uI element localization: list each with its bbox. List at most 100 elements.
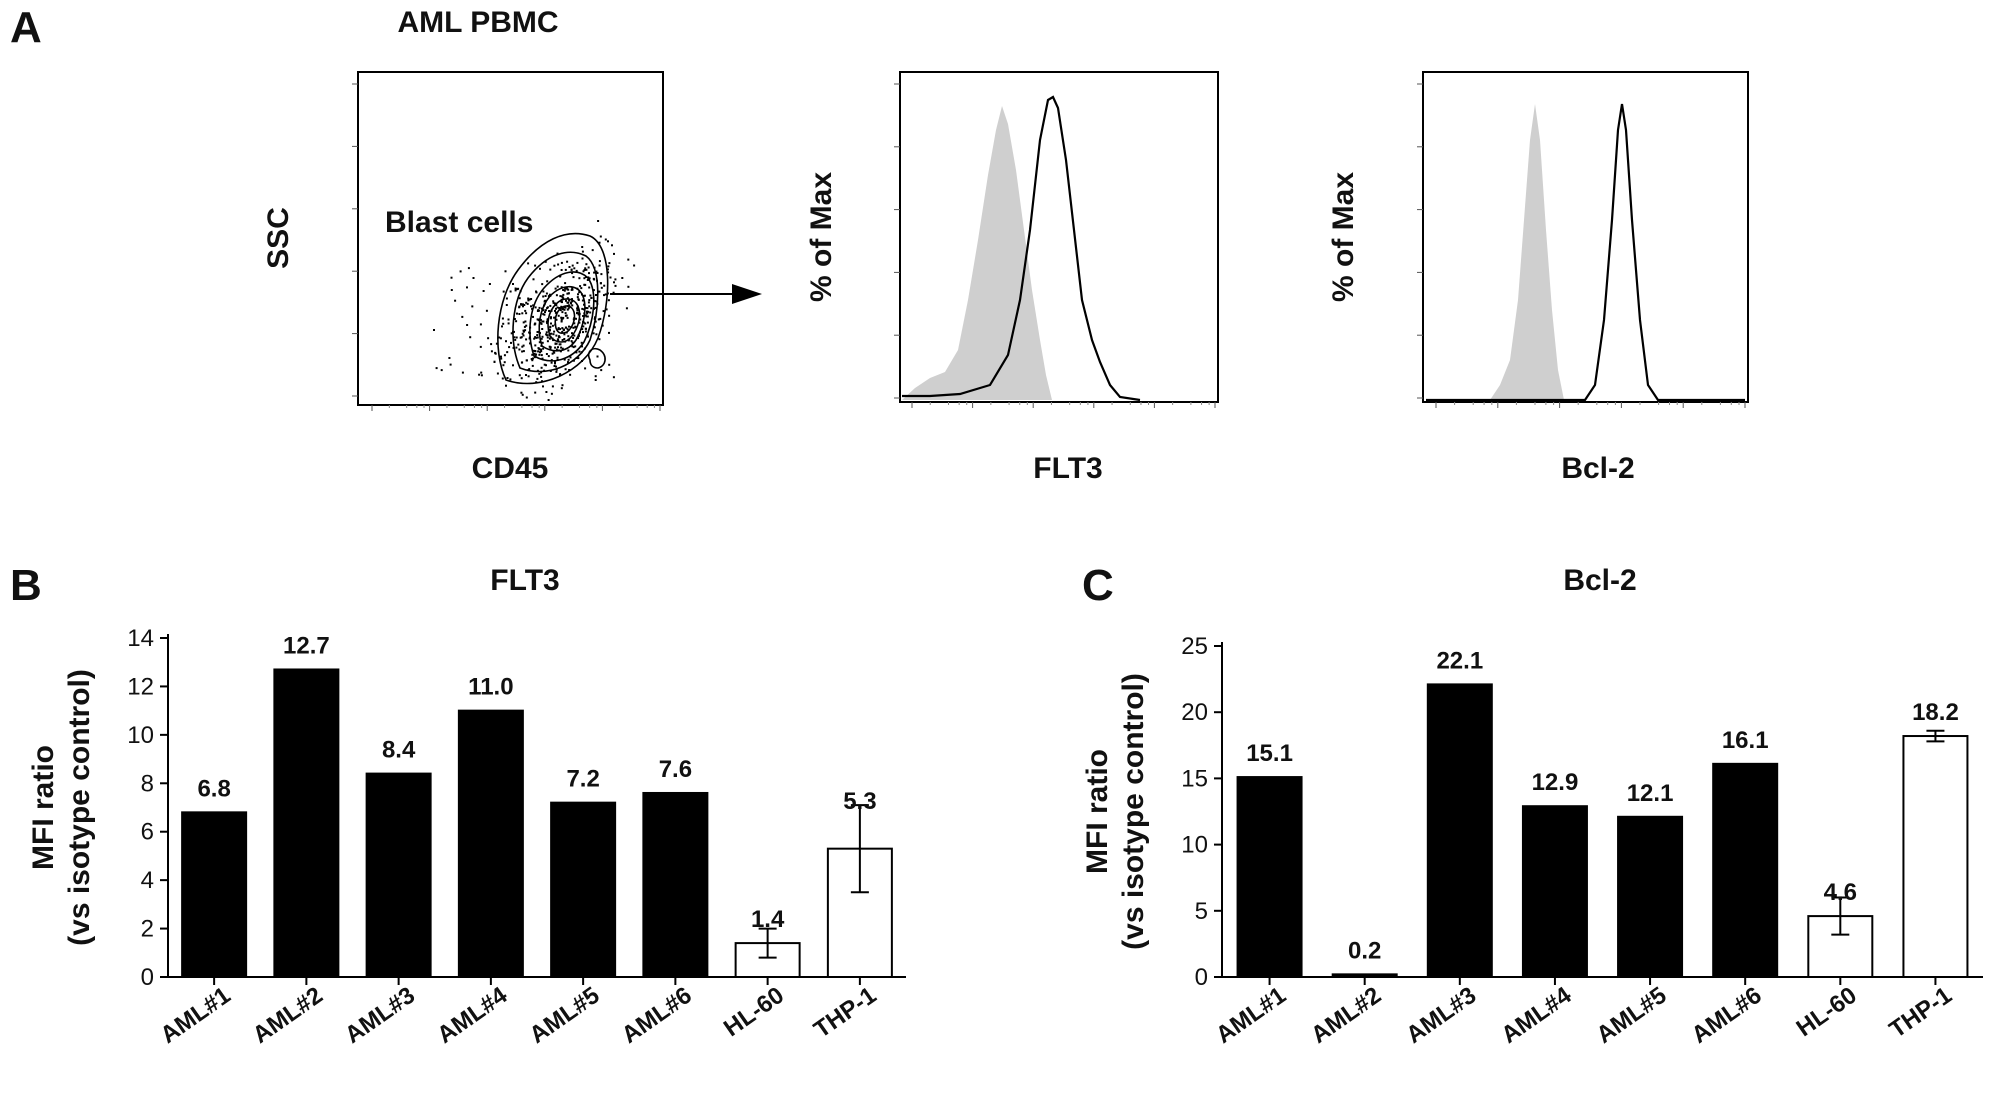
- scatter-dot: [518, 374, 521, 377]
- scatter-dot: [560, 346, 563, 349]
- scatter-dot: [603, 284, 606, 287]
- flt3-antibody-line: [902, 95, 1141, 402]
- scatter-dot: [578, 277, 581, 280]
- scatter-dot: [571, 345, 574, 348]
- scatter-dot: [584, 267, 587, 270]
- scatter-dot: [561, 331, 564, 333]
- scatter-dot: [521, 393, 524, 396]
- scatter-dot: [514, 287, 517, 290]
- scatter-dot: [554, 302, 556, 305]
- scatter-dot: [545, 331, 548, 334]
- scatter-dot: [568, 299, 571, 302]
- scatter-dot: [541, 283, 544, 286]
- scatter-dot: [524, 320, 527, 323]
- scatter-dot: [551, 352, 554, 355]
- scatter-dot: [576, 312, 579, 315]
- scatter-dot: [543, 313, 546, 316]
- scatter-dot: [627, 285, 630, 288]
- scatter-dot: [516, 312, 518, 315]
- scatter-dot: [539, 351, 541, 354]
- scatter-dot: [572, 276, 575, 279]
- scatter-dot: [522, 321, 525, 324]
- scatter-dot: [478, 373, 481, 376]
- scatter-dot: [560, 269, 563, 271]
- scatter-dot: [550, 361, 553, 364]
- scatter-dot: [556, 285, 559, 288]
- scatter-dot: [571, 332, 573, 335]
- scatter-dot: [556, 252, 559, 255]
- scatter-dot: [471, 305, 474, 308]
- y-tick-label: 25: [1181, 633, 1208, 660]
- data-label: 18.2: [1912, 699, 1959, 726]
- y-tick-label: 0: [1195, 964, 1208, 991]
- scatter-dot: [589, 294, 592, 297]
- y-tick-label: 4: [141, 867, 154, 894]
- data-label: 12.1: [1627, 780, 1674, 807]
- scatter-dot: [585, 268, 588, 271]
- scatter-dot: [569, 356, 572, 359]
- scatter-dot: [530, 305, 532, 308]
- scatter-dot: [541, 335, 544, 338]
- scatter-dot: [551, 324, 554, 327]
- scatter-dot: [541, 328, 544, 330]
- scatter-dot: [542, 309, 545, 312]
- scatter-dot: [500, 355, 502, 358]
- scatter-dot: [597, 220, 600, 222]
- scatter-dot: [600, 286, 603, 289]
- scatter-dot: [575, 351, 578, 354]
- scatter-dot: [597, 318, 600, 321]
- scatter-dot: [499, 337, 502, 340]
- scatter-dot: [449, 363, 452, 366]
- scatter-dot: [561, 347, 564, 350]
- scatter-dot: [555, 334, 558, 337]
- scatter-dot: [567, 361, 569, 364]
- scatter-dot: [608, 363, 611, 366]
- category-label: HL-60: [1792, 982, 1862, 1042]
- scatter-dot: [542, 347, 545, 350]
- scatter-dot: [604, 238, 607, 241]
- scatter-dot: [572, 326, 575, 329]
- scatter-dot: [604, 293, 607, 296]
- scatter-dot: [525, 312, 528, 315]
- scatter-dot: [541, 357, 544, 360]
- y-tick-label: 10: [127, 722, 154, 749]
- gate-arrow-head: [732, 284, 762, 304]
- scatter-dot: [557, 263, 560, 266]
- scatter-dot: [582, 315, 585, 317]
- scatter-dot: [544, 295, 547, 297]
- scatter-dot: [564, 314, 567, 317]
- scatter-dot: [501, 325, 503, 328]
- scatter-dot: [524, 309, 527, 312]
- scatter-dot: [557, 327, 560, 330]
- scatter-dot: [567, 307, 570, 310]
- bar: [1617, 815, 1684, 979]
- y-tick-label: 0: [141, 964, 154, 991]
- scatter-dot: [561, 339, 564, 341]
- scatter-dot: [598, 264, 601, 267]
- bar: [273, 668, 340, 978]
- scatter-contours: [497, 232, 609, 385]
- scatter-dot: [505, 384, 507, 387]
- scatter-dot: [527, 297, 530, 300]
- scatter-dot: [581, 250, 584, 253]
- scatter-dot: [533, 352, 536, 355]
- scatter-dot: [490, 350, 493, 353]
- scatter-dot: [545, 333, 548, 336]
- chart-title: Bcl-2: [1563, 564, 1636, 597]
- bar: [457, 709, 524, 979]
- category-label: AML#2: [1306, 982, 1386, 1049]
- category-label: AML#3: [340, 982, 420, 1049]
- scatter-dot: [536, 336, 539, 339]
- scatter-dot: [570, 340, 573, 343]
- scatter-dot: [560, 305, 563, 308]
- scatter-dot: [459, 270, 462, 273]
- scatter-dot: [553, 264, 556, 267]
- scatter-dot: [527, 375, 530, 378]
- scatter-dot: [567, 288, 570, 291]
- scatter-dot: [525, 301, 528, 304]
- scatter-dot: [546, 336, 549, 339]
- scatter-dot: [607, 271, 610, 274]
- scatter-dot: [521, 332, 524, 335]
- scatter-dot: [541, 341, 544, 344]
- scatter-dot: [577, 357, 580, 360]
